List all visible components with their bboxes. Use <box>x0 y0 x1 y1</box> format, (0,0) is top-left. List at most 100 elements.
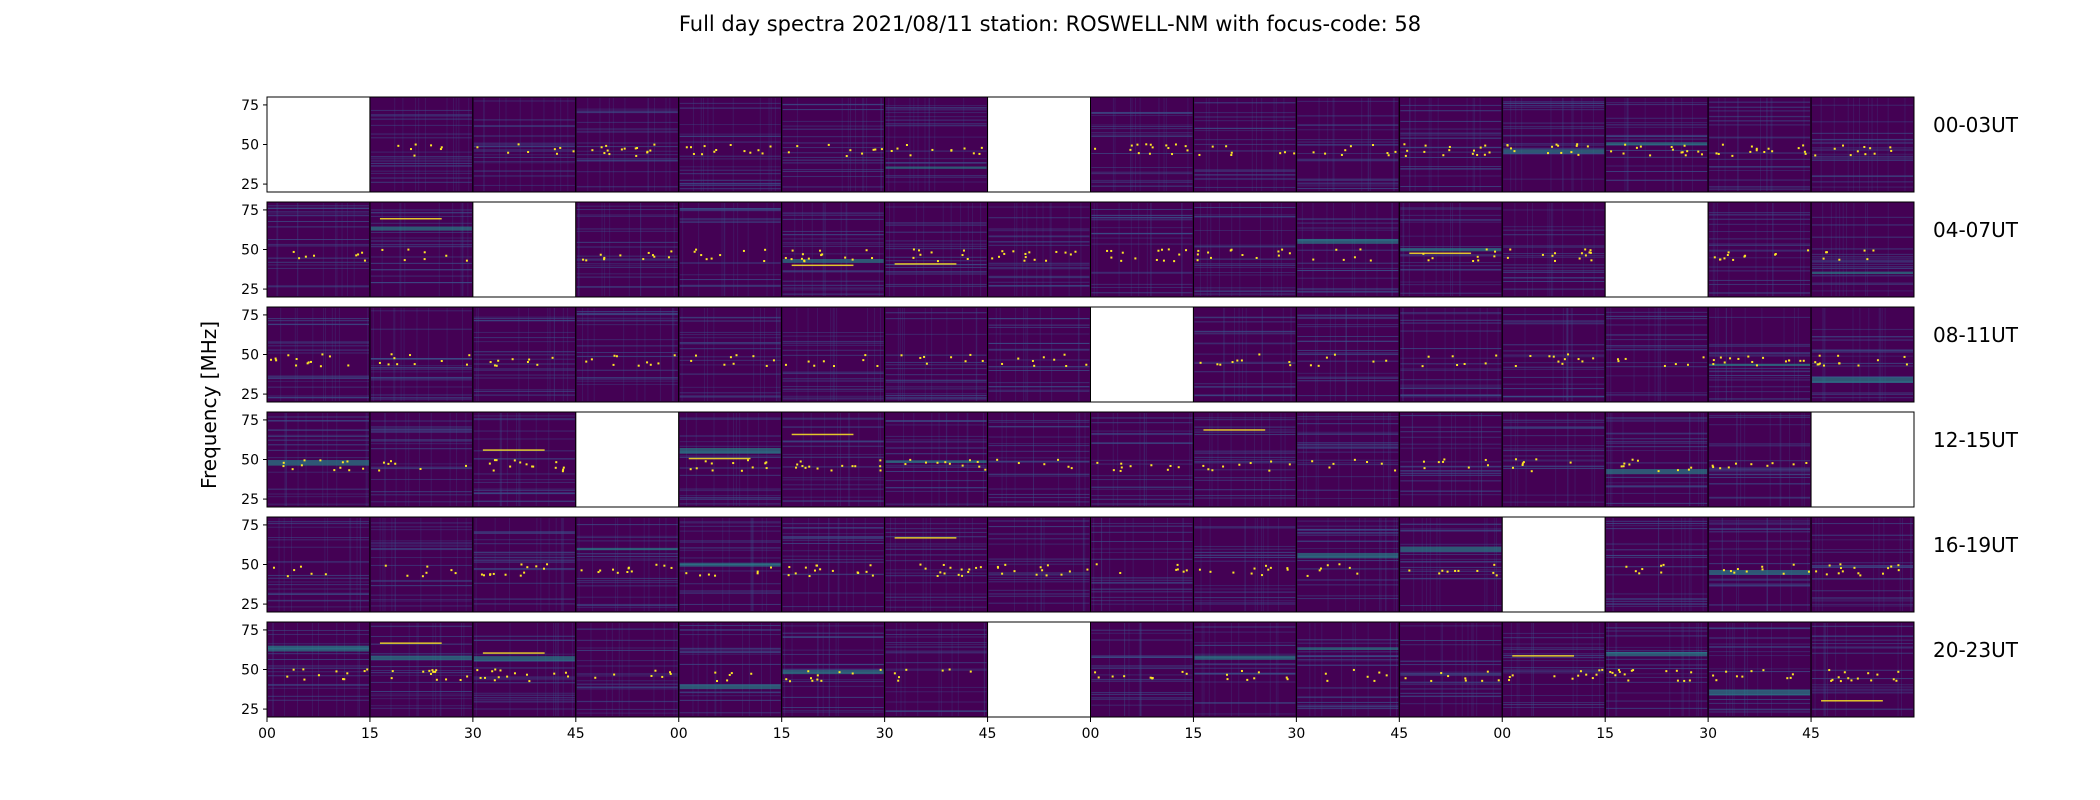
spectrogram-panel <box>678 201 783 298</box>
spectrogram-panel <box>369 96 474 193</box>
spectrogram-panel <box>1707 201 1812 298</box>
empty-panel <box>987 621 1091 718</box>
row-time-label: 16-19UT <box>1933 533 2019 557</box>
spectrogram-panel <box>575 306 680 403</box>
spectrogram-panel <box>1707 621 1812 718</box>
y-tick-label: 25 <box>241 492 259 508</box>
spectrogram-panel <box>266 621 371 718</box>
y-tick-label: 50 <box>241 138 259 154</box>
spectrogram-panel <box>1192 411 1297 508</box>
spectrogram-panel <box>1810 201 1915 298</box>
y-tick-label: 75 <box>241 413 259 429</box>
x-tick-label: 15 <box>773 726 791 742</box>
spectrogram-panel <box>781 411 886 508</box>
empty-panel <box>575 411 680 508</box>
spectrogram-panel <box>1501 96 1606 193</box>
empty-panel <box>266 96 371 193</box>
spectrogram-panel <box>1192 201 1297 298</box>
spectrogram-panel <box>678 411 783 508</box>
spectrogram-panel <box>1398 306 1503 403</box>
row-time-label: 12-15UT <box>1933 428 2019 452</box>
x-tick-label: 00 <box>670 726 688 742</box>
spectra-row: 75 50 25 20-23UT <box>241 621 2019 718</box>
spectrogram-panel <box>575 201 680 298</box>
spectrogram-panel <box>987 516 1091 613</box>
spectrogram-panel <box>1707 306 1812 403</box>
spectrogram-panel <box>1090 201 1194 298</box>
spectra-row: 75 50 25 08-11UT <box>241 306 2019 403</box>
spectrogram-panel <box>1501 621 1606 718</box>
spectrogram-panel <box>678 516 783 613</box>
chart-title: Full day spectra 2021/08/11 station: ROS… <box>679 12 1421 36</box>
spectrogram-panel <box>472 306 577 403</box>
y-tick-label: 25 <box>241 387 259 403</box>
y-tick-label: 50 <box>241 663 259 679</box>
spectrogram-panel <box>1295 411 1400 508</box>
y-tick-label: 50 <box>241 558 259 574</box>
spectrogram-panel <box>987 306 1091 403</box>
empty-panel <box>1604 201 1709 298</box>
spectrogram-panel <box>1192 516 1297 613</box>
spectrogram-panel <box>678 621 783 718</box>
spectra-row: 75 50 25 04-07UT <box>241 201 2019 298</box>
y-axis-label: Frequency [MHz] <box>197 321 221 489</box>
spectrogram-panel <box>781 201 886 298</box>
spectrogram-panel <box>1090 411 1194 508</box>
empty-panel <box>1090 306 1194 403</box>
spectrogram-panel <box>575 621 680 718</box>
empty-panel <box>472 201 577 298</box>
spectrogram-panel <box>472 96 577 193</box>
x-tick-label: 30 <box>1699 726 1717 742</box>
x-tick-label: 00 <box>258 726 276 742</box>
spectrogram-panel <box>472 516 577 613</box>
spectrogram-panel <box>781 621 886 718</box>
spectrogram-panel <box>1810 621 1915 718</box>
spectrogram-panel <box>1810 516 1915 613</box>
spectrogram-panel <box>781 96 886 193</box>
spectrogram-panel <box>1604 621 1709 718</box>
y-tick-label: 75 <box>241 308 259 324</box>
spectrogram-panel <box>266 516 371 613</box>
spectrogram-panel <box>369 621 474 718</box>
spectrogram-panel <box>1707 411 1812 508</box>
x-axis: 00 15 30 45 00 15 30 45 00 15 30 45 00 15 30 45 <box>258 717 1820 742</box>
spectrogram-panel <box>1501 411 1606 508</box>
spectrogram-panel <box>781 306 886 403</box>
empty-panel <box>987 96 1091 193</box>
spectrogram-panel <box>1090 621 1194 718</box>
row-time-label: 00-03UT <box>1933 113 2019 137</box>
spectrogram-panel <box>1192 621 1297 718</box>
y-tick-label: 25 <box>241 282 259 298</box>
spectrogram-panel <box>1398 96 1503 193</box>
spectrogram-panel <box>884 306 989 403</box>
spectrogram-panel <box>1295 621 1400 718</box>
empty-panel <box>1501 516 1606 613</box>
spectrogram-panel <box>1090 516 1194 613</box>
spectrogram-panel <box>1810 96 1915 193</box>
spectrogram-panel <box>1501 306 1606 403</box>
spectrogram-panel <box>1295 306 1400 403</box>
spectrogram-panel <box>678 306 783 403</box>
spectrogram-panel <box>472 411 577 508</box>
spectrogram-panel <box>884 96 989 193</box>
empty-panel <box>1810 411 1915 508</box>
y-tick-label: 25 <box>241 597 259 613</box>
spectrogram-panel <box>1707 516 1812 613</box>
spectrogram-panel <box>266 306 371 403</box>
spectrogram-panel <box>369 411 474 508</box>
y-tick-label: 75 <box>241 623 259 639</box>
spectrogram-panel <box>1604 516 1709 613</box>
spectrogram-panel <box>1398 516 1503 613</box>
spectrogram-panel <box>1295 516 1400 613</box>
x-tick-label: 15 <box>361 726 379 742</box>
spectrogram-panel <box>369 516 474 613</box>
x-tick-label: 15 <box>1596 726 1614 742</box>
spectrogram-panel <box>266 201 371 298</box>
spectrogram-panel <box>1295 201 1400 298</box>
spectrogram-panel <box>1810 306 1915 403</box>
spectrogram-panel <box>781 516 886 613</box>
y-tick-label: 50 <box>241 243 259 259</box>
y-tick-label: 75 <box>241 518 259 534</box>
spectrogram-panel <box>1604 96 1709 193</box>
spectrogram-panel <box>1192 306 1297 403</box>
